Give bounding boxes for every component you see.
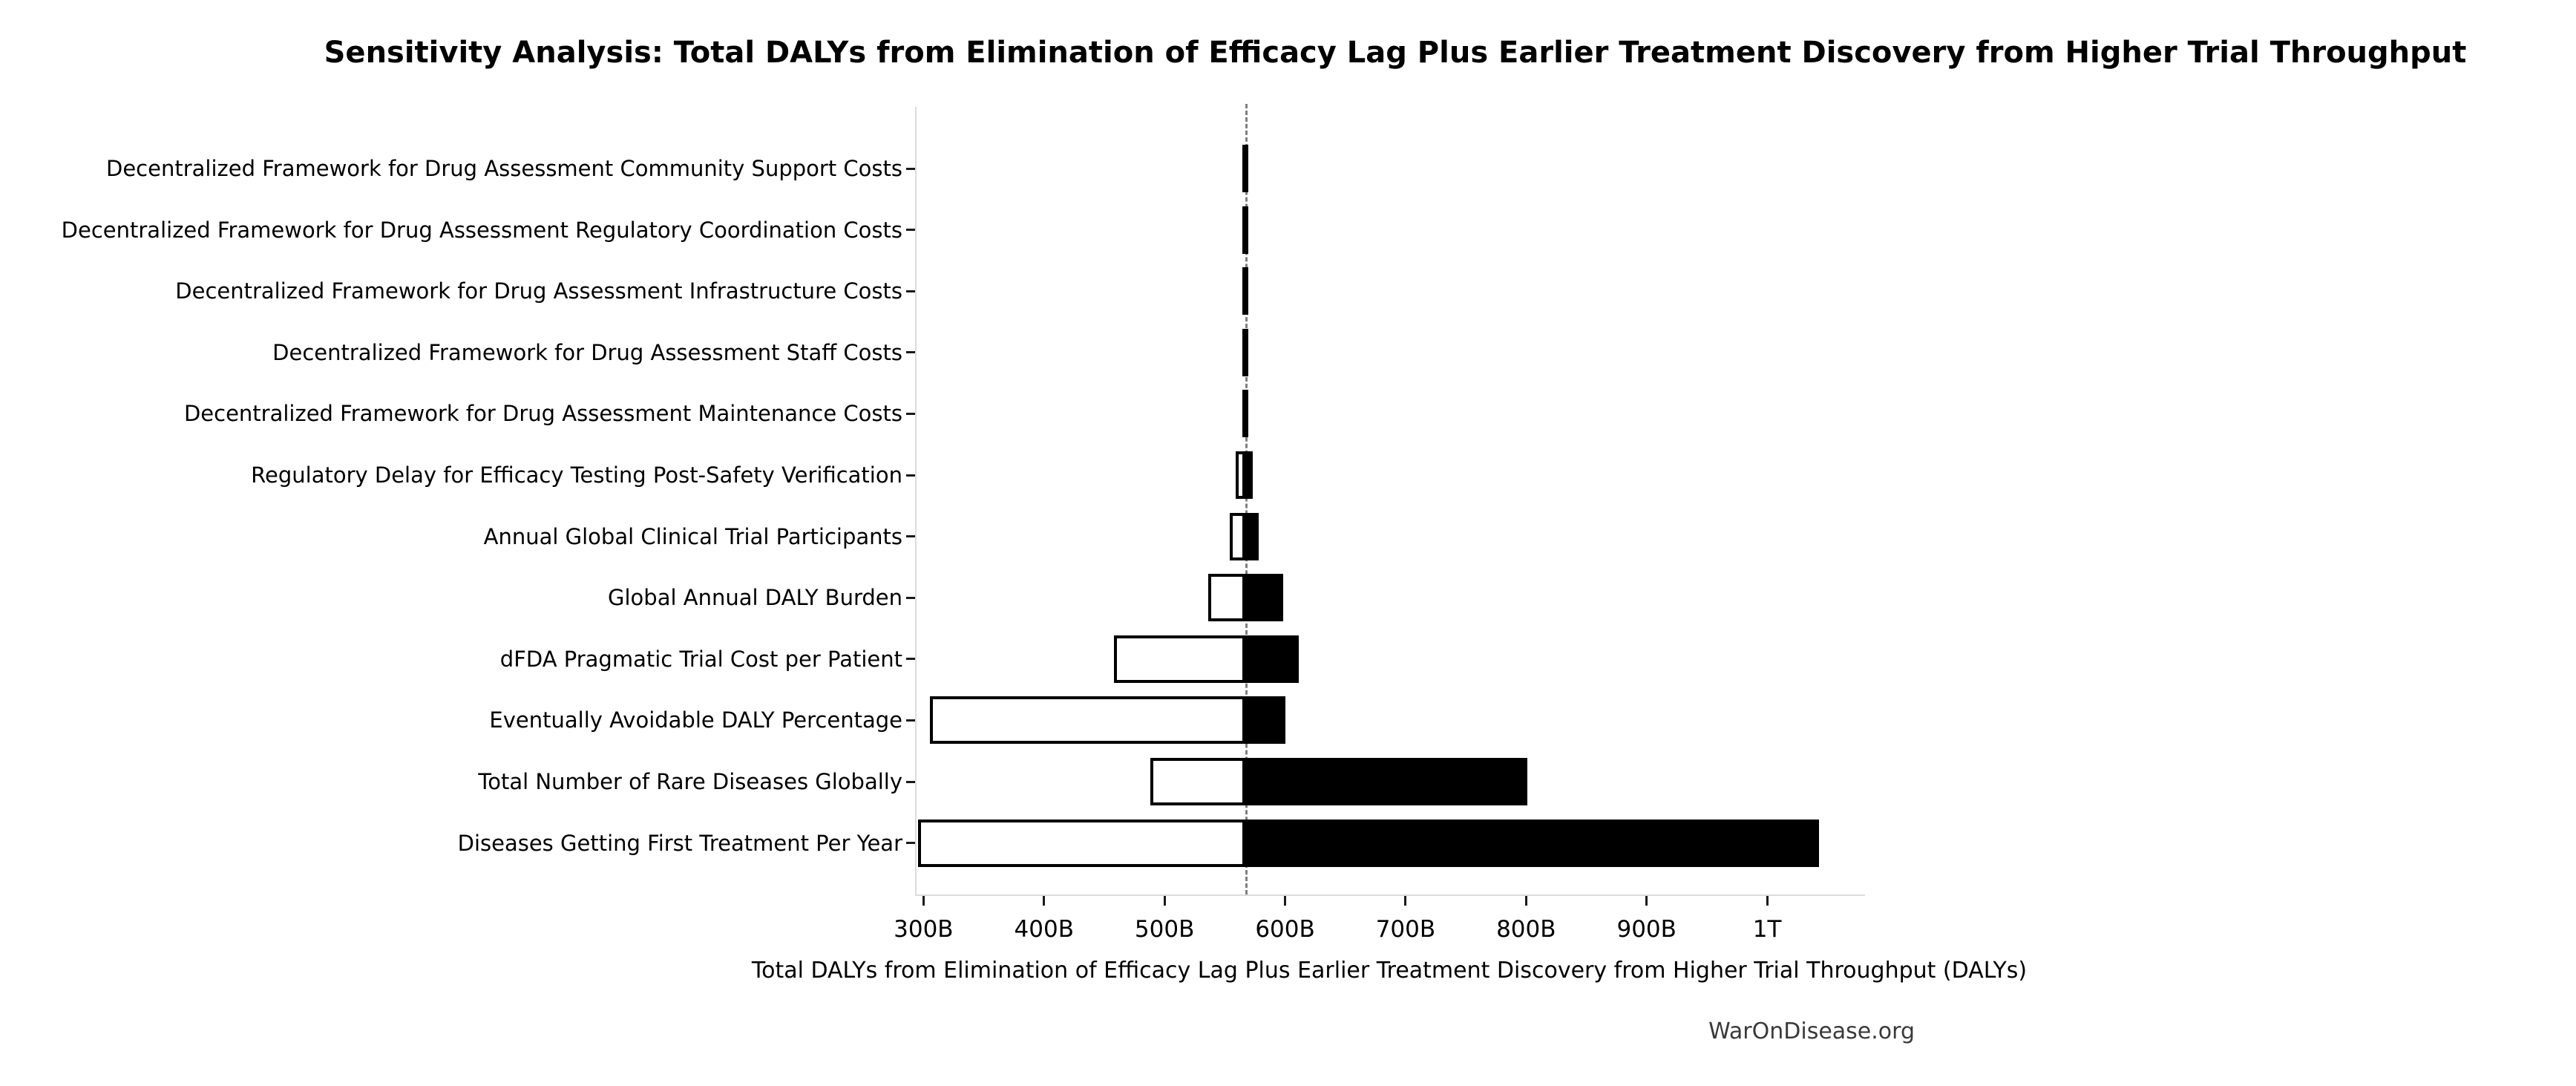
- y-tick-mark: [906, 412, 915, 415]
- tornado-bar-low: [1114, 635, 1246, 683]
- y-tick-mark: [906, 474, 915, 477]
- y-axis-category-label: Decentralized Framework for Drug Assessm…: [183, 401, 902, 427]
- y-tick-mark: [906, 842, 915, 845]
- x-tick-mark: [1645, 896, 1648, 906]
- tornado-bar-high: [1245, 145, 1248, 192]
- y-axis-category-label: Decentralized Framework for Drug Assessm…: [175, 278, 902, 304]
- y-axis-category-label: dFDA Pragmatic Trial Cost per Patient: [499, 646, 902, 672]
- tornado-bar-high: [1245, 267, 1248, 315]
- y-tick-mark: [906, 229, 915, 232]
- tornado-bar-high: [1245, 758, 1528, 805]
- y-tick-mark: [906, 719, 915, 722]
- y-axis-category-label: Annual Global Clinical Trial Participant…: [483, 523, 902, 549]
- tornado-bar-high: [1245, 390, 1248, 438]
- x-tick-mark: [1163, 896, 1166, 906]
- x-tick-label: 300B: [894, 916, 954, 943]
- tornado-bar-high: [1245, 328, 1248, 376]
- x-tick-mark: [1043, 896, 1046, 906]
- x-axis-label: Total DALYs from Elimination of Efficacy…: [751, 958, 2028, 984]
- chart-title: Sensitivity Analysis: Total DALYs from E…: [324, 36, 2467, 70]
- x-tick-label: 400B: [1014, 916, 1074, 943]
- x-tick-mark: [1766, 896, 1769, 906]
- plot-area: [915, 104, 1865, 896]
- y-axis-category-label: Global Annual DALY Burden: [608, 585, 902, 611]
- tornado-bar-low: [929, 696, 1246, 745]
- tornado-bar-low: [1150, 758, 1246, 805]
- tornado-bar-high: [1245, 206, 1248, 254]
- x-tick-label: 1T: [1752, 916, 1782, 943]
- x-tick-label: 500B: [1134, 916, 1195, 943]
- x-tick-label: 800B: [1496, 916, 1556, 943]
- y-axis-category-label: Decentralized Framework for Drug Assessm…: [272, 339, 902, 365]
- y-tick-mark: [906, 780, 915, 783]
- x-tick-label: 700B: [1375, 916, 1436, 943]
- tornado-bar-high: [1245, 635, 1299, 683]
- tornado-bar-high: [1245, 574, 1283, 622]
- tornado-bar-high: [1245, 451, 1253, 499]
- footer-brand: WarOnDisease.org: [1708, 1018, 1915, 1044]
- tornado-bar-low: [1236, 451, 1246, 499]
- tornado-bar-low: [1230, 512, 1246, 560]
- baseline-line: [1245, 104, 1248, 894]
- x-tick-mark: [922, 896, 925, 906]
- y-axis-category-label: Regulatory Delay for Efficacy Testing Po…: [251, 462, 902, 488]
- y-tick-mark: [906, 535, 915, 538]
- y-axis-category-label: Diseases Getting First Treatment Per Yea…: [457, 830, 902, 856]
- y-axis-category-label: Eventually Avoidable DALY Percentage: [489, 707, 902, 733]
- y-tick-mark: [906, 658, 915, 661]
- x-tick-mark: [1524, 896, 1527, 906]
- x-tick-label: 600B: [1255, 916, 1315, 943]
- tornado-bar-low: [1207, 574, 1246, 622]
- x-tick-label: 900B: [1616, 916, 1677, 943]
- y-tick-mark: [906, 290, 915, 292]
- y-tick-mark: [906, 596, 915, 599]
- y-tick-mark: [906, 167, 915, 170]
- y-axis-category-label: Total Number of Rare Diseases Globally: [478, 769, 902, 794]
- tornado-bar-high: [1245, 696, 1285, 745]
- y-tick-mark: [906, 351, 915, 354]
- tornado-bar-high: [1245, 819, 1820, 867]
- tornado-bar-low: [917, 819, 1246, 867]
- x-tick-mark: [1284, 896, 1287, 906]
- y-axis-category-label: Decentralized Framework for Drug Assessm…: [106, 156, 902, 181]
- tornado-bar-high: [1245, 512, 1259, 560]
- x-tick-mark: [1404, 896, 1407, 906]
- y-axis-category-label: Decentralized Framework for Drug Assessm…: [61, 217, 902, 243]
